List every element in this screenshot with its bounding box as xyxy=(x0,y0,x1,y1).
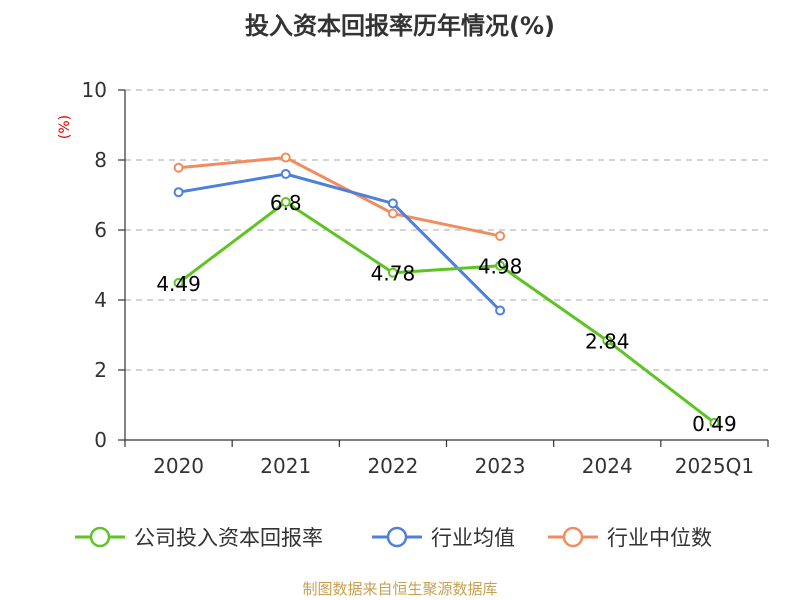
legend-label-2: 行业中位数 xyxy=(607,526,712,550)
series-line-2 xyxy=(177,156,502,238)
y-tick-label-5: 10 xyxy=(82,78,107,102)
chart-title: 投入资本回报率历年情况(%) xyxy=(245,12,555,40)
data-point-s1-3[interactable] xyxy=(495,305,506,316)
series-line-0 xyxy=(177,200,716,425)
y-tick-label-1: 2 xyxy=(94,358,107,382)
data-point-s0-1[interactable] xyxy=(280,197,291,207)
legend-item-0[interactable]: 公司投入资本回报率 xyxy=(75,526,323,550)
x-tick-label-5: 2025Q1 xyxy=(675,454,754,478)
axes: 0 2 4 6 8 10 2020 2021 2022 2023 2024 2025Q1 xyxy=(82,78,769,478)
y-tick-label-2: 4 xyxy=(94,288,107,312)
x-tick-label-2: 2022 xyxy=(367,454,418,478)
data-point-s1-0[interactable] xyxy=(173,187,184,198)
legend-label-1: 行业均值 xyxy=(431,526,515,550)
data-labels: 4.49 6.8 4.78 4.98 2.84 0.49 xyxy=(156,191,736,436)
data-point-s2-1[interactable] xyxy=(280,152,291,163)
x-tick-label-3: 2023 xyxy=(475,454,526,478)
data-point-s1-2[interactable] xyxy=(387,198,398,209)
x-tick-label-4: 2024 xyxy=(582,454,633,478)
source-note: 制图数据来自恒生聚源数据库 xyxy=(302,580,498,598)
data-point-s0-0[interactable] xyxy=(173,277,184,288)
data-label-2: 4.78 xyxy=(371,262,416,286)
legend-marker-1 xyxy=(386,526,408,548)
data-point-s0-4[interactable] xyxy=(602,335,613,346)
data-point-s2-0[interactable] xyxy=(173,162,184,173)
x-tick-label-0: 2020 xyxy=(153,454,204,478)
data-label-0: 4.49 xyxy=(156,272,201,296)
y-axis-unit-label: (%) xyxy=(57,115,73,139)
legend[interactable]: 公司投入资本回报率 行业均值 行业中位数 xyxy=(75,526,712,550)
series-0 xyxy=(173,197,720,428)
series-line-1 xyxy=(177,172,502,312)
legend-marker-0 xyxy=(89,526,111,548)
data-point-s2-2[interactable] xyxy=(387,208,398,219)
data-label-3: 4.98 xyxy=(478,255,523,279)
data-point-s0-3[interactable] xyxy=(495,260,506,271)
data-point-s0-2[interactable] xyxy=(387,267,398,278)
data-point-s2-3[interactable] xyxy=(495,230,506,241)
series-1 xyxy=(173,169,506,316)
data-label-4: 2.84 xyxy=(585,330,630,354)
data-label-1: 6.8 xyxy=(270,191,302,215)
data-label-5: 0.49 xyxy=(692,412,737,436)
y-tick-label-4: 8 xyxy=(94,148,107,172)
legend-marker-2 xyxy=(562,526,584,548)
x-tick-label-1: 2021 xyxy=(260,454,311,478)
data-point-s0-5[interactable] xyxy=(709,417,720,428)
series-2 xyxy=(173,152,506,241)
y-tick-label-0: 0 xyxy=(94,428,107,452)
legend-item-1[interactable]: 行业均值 xyxy=(372,526,515,550)
legend-item-2[interactable]: 行业中位数 xyxy=(548,526,712,550)
data-point-s1-1[interactable] xyxy=(280,169,291,179)
y-tick-label-3: 6 xyxy=(94,218,107,242)
series-layer xyxy=(173,152,720,428)
legend-label-0: 公司投入资本回报率 xyxy=(134,526,323,550)
grid-lines xyxy=(125,89,768,371)
